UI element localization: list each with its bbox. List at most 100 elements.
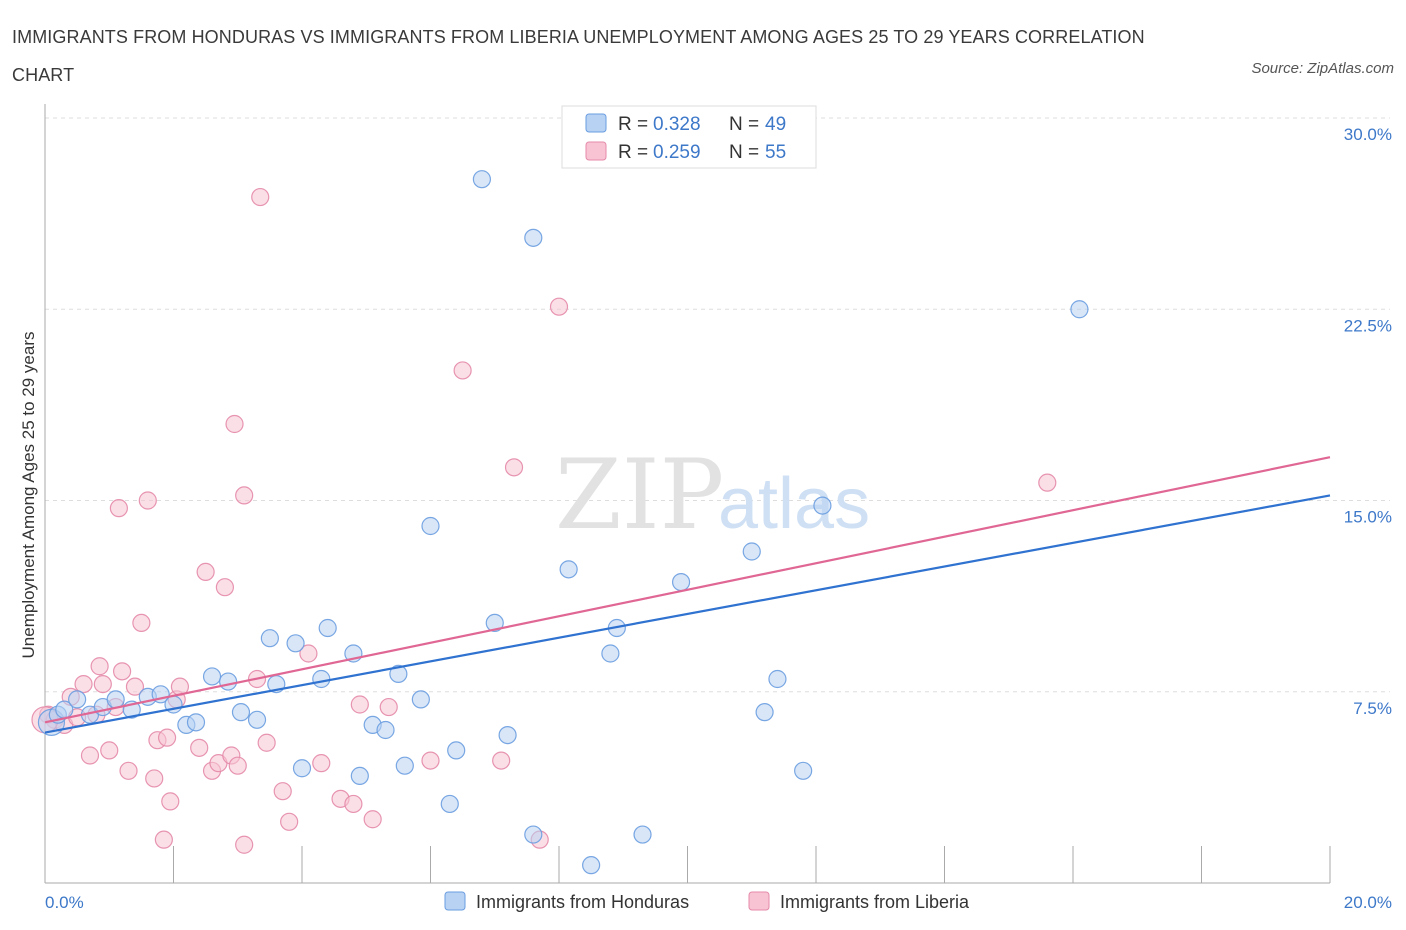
point-liberia: [112, 662, 132, 681]
legend-r-label-honduras: R =: [618, 114, 648, 135]
watermark-atlas: atlas: [718, 464, 870, 544]
gridlines: [45, 117, 1390, 693]
bottom-legend-honduras: Immigrants from Honduras: [476, 892, 689, 912]
trend-lines: [44, 456, 1331, 734]
point-honduras: [559, 560, 578, 579]
point-liberia: [196, 562, 215, 582]
point-liberia: [215, 578, 234, 597]
legend-n-honduras: 49: [765, 114, 786, 135]
point-liberia: [504, 458, 524, 477]
legend-r-honduras: 0.328: [653, 114, 701, 135]
y-tick-label: 22.5%: [1344, 316, 1392, 335]
legend-n-label-honduras: N =: [729, 114, 759, 135]
point-liberia: [453, 361, 472, 380]
legend-r-liberia: 0.259: [653, 142, 701, 163]
point-honduras: [395, 756, 414, 775]
point-honduras: [472, 170, 491, 189]
point-honduras: [286, 634, 305, 653]
watermark: ZIP atlas: [555, 439, 870, 551]
point-honduras: [1070, 300, 1089, 319]
point-liberia: [190, 738, 209, 757]
legend-r-label-liberia: R =: [618, 142, 648, 163]
point-liberia: [251, 187, 270, 207]
point-honduras: [260, 629, 279, 648]
point-liberia: [132, 613, 151, 633]
point-liberia: [363, 810, 382, 829]
point-honduras: [389, 664, 408, 684]
point-liberia: [74, 674, 93, 694]
point-honduras: [813, 496, 832, 515]
point-liberia: [154, 830, 173, 849]
axes: [44, 104, 1331, 884]
point-liberia: [225, 414, 244, 434]
y-tick-label: 7.5%: [1353, 699, 1392, 718]
bottom-legend-swatch-liberia: [748, 891, 770, 911]
point-liberia: [109, 499, 128, 518]
point-liberia: [549, 297, 569, 316]
point-honduras: [106, 690, 125, 709]
point-liberia: [157, 728, 177, 747]
point-liberia: [93, 674, 112, 694]
point-liberia: [145, 769, 164, 788]
point-liberia: [379, 697, 398, 717]
point-liberia: [312, 754, 331, 773]
point-honduras: [671, 572, 691, 592]
point-honduras: [247, 710, 267, 729]
point-liberia: [257, 733, 276, 752]
bottom-legend-liberia: Immigrants from Liberia: [780, 892, 970, 912]
point-honduras: [231, 703, 251, 722]
point-honduras: [68, 690, 87, 709]
tick-labels: 7.5% 15.0% 22.5% 30.0% 0.0% 20.0%: [45, 125, 1392, 912]
point-honduras: [498, 725, 517, 745]
point-liberia: [90, 657, 109, 676]
point-honduras: [524, 228, 543, 247]
trend-line-liberia: [44, 456, 1331, 724]
point-liberia: [492, 751, 511, 770]
point-liberia: [235, 835, 254, 854]
series-legend: Immigrants from Honduras Immigrants from…: [444, 891, 970, 912]
chart-title: IMMIGRANTS FROM HONDURAS VS IMMIGRANTS F…: [12, 27, 1145, 85]
point-honduras: [524, 825, 543, 844]
point-liberia: [119, 761, 138, 780]
point-honduras: [447, 741, 466, 760]
point-honduras: [601, 644, 620, 663]
point-honduras: [350, 766, 369, 786]
point-honduras: [794, 761, 813, 780]
point-liberia: [1038, 473, 1057, 492]
chart-source: Source: ZipAtlas.com: [1251, 60, 1394, 77]
point-liberia: [344, 794, 363, 814]
x-tick-label: 0.0%: [45, 893, 84, 912]
point-honduras: [292, 759, 312, 778]
point-honduras: [755, 703, 774, 722]
stats-legend: R = 0.328 N = 49 R = 0.259 N = 55: [561, 105, 817, 169]
x-tick-label: 20.0%: [1344, 893, 1392, 912]
point-liberia: [138, 491, 157, 510]
point-liberia: [235, 486, 254, 505]
point-honduras: [202, 667, 222, 686]
legend-n-liberia: 55: [765, 142, 786, 163]
point-liberia: [350, 695, 369, 714]
point-honduras: [312, 669, 331, 689]
bottom-legend-swatch-honduras: [444, 891, 466, 911]
point-liberia: [228, 756, 247, 775]
y-tick-label: 30.0%: [1344, 125, 1392, 144]
point-honduras: [582, 856, 601, 875]
point-liberia: [273, 782, 292, 801]
point-honduras: [633, 825, 652, 844]
point-liberia: [125, 677, 145, 696]
trend-line-honduras: [44, 494, 1331, 734]
point-liberia: [80, 746, 100, 765]
point-honduras: [440, 794, 459, 814]
point-liberia: [100, 741, 119, 760]
watermark-zip: ZIP: [555, 439, 724, 551]
legend-swatch-liberia: [585, 141, 607, 161]
legend-n-label-liberia: N =: [729, 142, 759, 163]
point-honduras: [219, 672, 238, 691]
point-liberia: [161, 792, 180, 811]
point-honduras: [411, 690, 430, 709]
point-honduras: [768, 669, 787, 689]
point-liberia: [421, 751, 440, 770]
point-honduras: [421, 516, 440, 536]
y-axis-title: Unemployment Among Ages 25 to 29 years: [19, 332, 38, 659]
